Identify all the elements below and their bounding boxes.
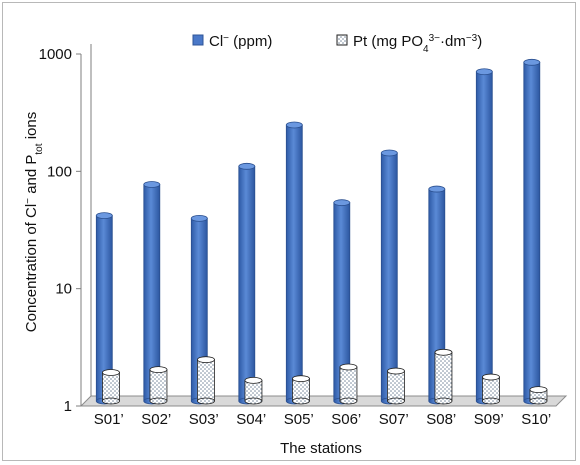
bar-pt-S07-top	[387, 367, 405, 375]
bar-pt-S04-top	[244, 376, 263, 384]
bar-pt-S01-base	[102, 397, 120, 405]
x-tick-label: S04’	[236, 411, 266, 428]
bar-cl-S08-top	[428, 185, 446, 193]
legend-swatch-pt	[336, 34, 348, 46]
bar-pt-S06-base	[339, 397, 358, 405]
bar-cl-S10	[523, 58, 541, 405]
bar-pt-S09-base	[482, 397, 500, 405]
bar-pt-S01-top	[102, 369, 120, 376]
bar-pt-S02	[149, 366, 168, 405]
bar-cl-S09-top	[475, 68, 493, 76]
y-axis-title: Concentration of Cl− and Ptot ions	[23, 112, 45, 332]
bar-pt-S03-body	[197, 359, 215, 402]
bar-pt-S01-body	[102, 372, 120, 402]
bar-pt-S05	[292, 375, 310, 405]
bar-pt-S09-top	[482, 373, 500, 381]
bar-pt-S07-base	[387, 397, 405, 405]
x-tick-label: S03’	[189, 411, 219, 428]
bar-cl-S09	[475, 68, 493, 405]
bar-cl-S04-body	[238, 165, 256, 402]
bar-pt-S08-body	[434, 351, 453, 402]
bar-cl-S05-body	[285, 124, 303, 402]
bar-cl-S07	[380, 149, 398, 405]
bar-pt-S10	[529, 386, 548, 405]
x-axis-title: The stations	[280, 440, 362, 457]
bar-pt-S10-top	[529, 386, 548, 394]
x-tick-label: S01’	[94, 411, 124, 428]
y-tick-label: 1000	[39, 46, 72, 63]
legend: Cl− (ppm) Pt (mg PO43−·dm−3)	[192, 33, 482, 55]
bar-pt-S08-base	[434, 397, 453, 405]
bar-pt-S08-top	[434, 348, 453, 356]
bar-pt-S06	[339, 363, 358, 405]
chart-border	[2, 2, 576, 461]
bar-cl-S10-top	[523, 58, 541, 66]
bar-pt-S07	[387, 367, 405, 405]
bar-cl-S07-body	[380, 152, 398, 402]
y-tick-label: 10	[55, 281, 72, 298]
bar-pt-S05-base	[292, 397, 310, 405]
bar-pt-S05-top	[292, 375, 310, 383]
bar-pt-S04	[244, 376, 263, 405]
x-tick-label: S08’	[426, 411, 456, 428]
bar-pt-S09-body	[482, 376, 500, 402]
bar-pt-S02-base	[149, 397, 168, 405]
x-tick-label: S07’	[379, 411, 409, 428]
legend-label-cl: Cl− (ppm)	[209, 33, 272, 51]
bar-pt-S09	[482, 373, 500, 405]
y-tick-label: 100	[47, 163, 72, 180]
bar-pt-S02-body	[149, 369, 168, 402]
bar-pt-S03-top	[197, 356, 215, 364]
bar-cl-S05	[285, 121, 303, 405]
bar-pt-S07-body	[387, 370, 405, 402]
bar-cl-S09-body	[475, 71, 493, 402]
x-tick-label: S10’	[521, 411, 551, 428]
y-tick-label: 1	[64, 398, 72, 415]
bar-cl-S05-top	[285, 121, 303, 129]
bar-cl-S04	[238, 162, 256, 405]
legend-label-pt: Pt (mg PO43−·dm−3)	[353, 33, 482, 55]
bar-pt-S04-base	[244, 397, 263, 405]
bar-pt-S06-body	[339, 366, 358, 402]
bar-pt-S01	[102, 369, 120, 405]
bar-pt-S03-base	[197, 397, 215, 405]
x-tick-label: S05’	[284, 411, 314, 428]
bar-cl-S06-top	[333, 199, 351, 207]
bar-pt-S02-top	[149, 366, 168, 374]
bar-pt-S10-base	[529, 397, 548, 405]
bar-cl-S02-top	[143, 181, 161, 188]
bar-cl-S03-top	[190, 214, 208, 222]
bar-cl-S04-top	[238, 162, 256, 170]
x-tick-label: S02’	[141, 411, 171, 428]
legend-swatch-cl	[192, 34, 204, 46]
x-tick-label: S09’	[474, 411, 504, 428]
bar-pt-S03	[197, 356, 215, 405]
bar-cl-S07-top	[380, 149, 398, 157]
bar-cl-S01-top	[95, 212, 113, 220]
x-tick-label: S06’	[331, 411, 361, 428]
bar-pt-S08	[434, 348, 453, 405]
bar-cl-S10-body	[523, 61, 541, 402]
bar-pt-S06-top	[339, 363, 358, 371]
